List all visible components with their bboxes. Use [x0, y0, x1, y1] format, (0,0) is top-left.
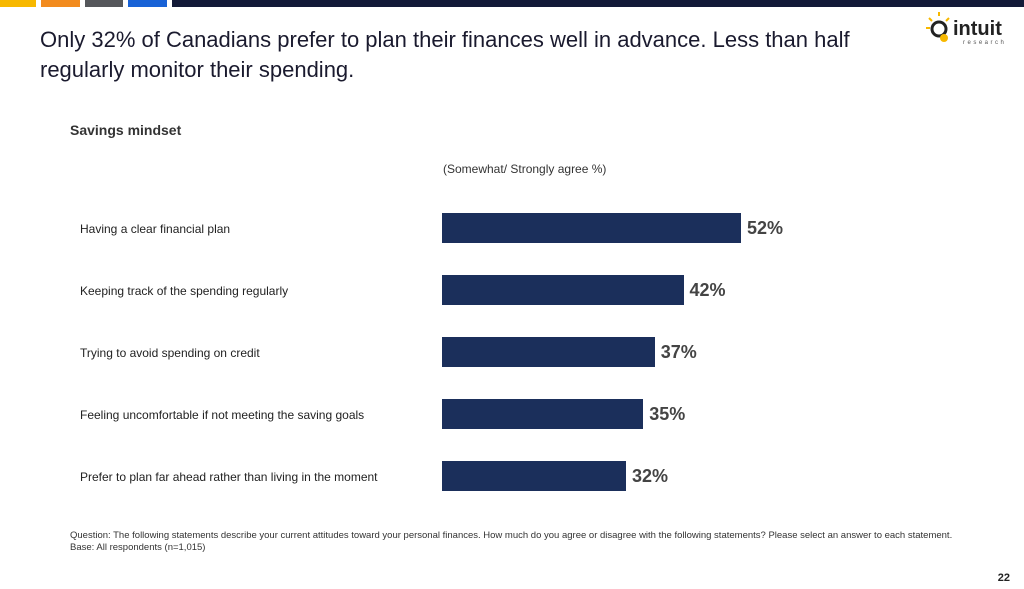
accent-segment: [41, 0, 80, 7]
category-label: Keeping track of the spending regularly: [80, 284, 289, 298]
data-label: 35%: [649, 404, 686, 424]
svg-text:research: research: [963, 40, 1006, 46]
category-label: Trying to avoid spending on credit: [80, 346, 260, 360]
slide-title: Only 32% of Canadians prefer to plan the…: [40, 27, 850, 82]
unit-label: (Somewhat/ Strongly agree %): [443, 162, 607, 176]
category-label: Having a clear financial plan: [80, 222, 231, 236]
category-label: Prefer to plan far ahead rather than liv…: [80, 470, 378, 484]
base-note: Base: All respondents (n=1,015): [70, 542, 206, 553]
bar: [442, 275, 684, 305]
question-note: Question: The following statements descr…: [70, 530, 953, 541]
intuit-logo: intuit research: [926, 12, 1006, 46]
bar: [442, 461, 626, 491]
accent-segment: [85, 0, 123, 7]
accent-segment: [172, 0, 1024, 7]
data-label: 52%: [747, 218, 784, 238]
data-label: 37%: [660, 342, 697, 362]
category-label: Feeling uncomfortable if not meeting the…: [80, 408, 365, 422]
data-label: 32%: [632, 466, 669, 486]
bar: [442, 337, 655, 367]
data-label: 42%: [689, 280, 726, 300]
chart-title: Savings mindset: [70, 122, 182, 138]
bar: [442, 399, 644, 429]
page-number: 22: [997, 572, 1010, 584]
svg-text:intuit: intuit: [953, 18, 1002, 40]
accent-segment: [0, 0, 36, 7]
footnotes: Question: The following statements descr…: [70, 530, 980, 554]
bar: [442, 213, 741, 243]
accent-segment: [128, 0, 167, 7]
